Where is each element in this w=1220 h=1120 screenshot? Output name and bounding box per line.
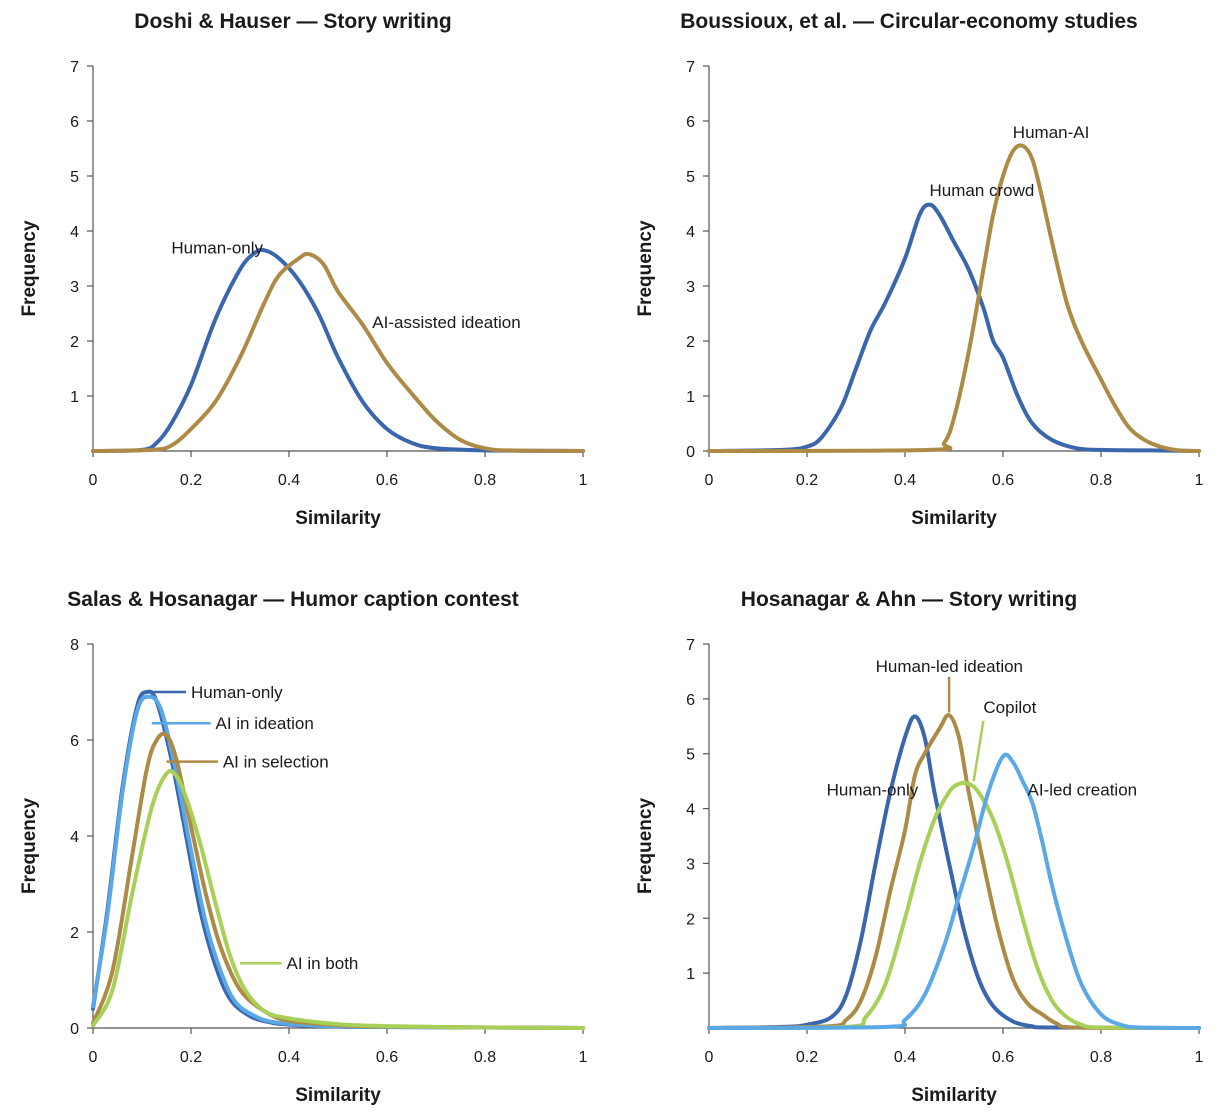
leader-line [972, 720, 985, 782]
series-line-human-only [707, 714, 1201, 1030]
x-tick-label: 0.8 [1090, 1049, 1112, 1066]
series-line-ai-in-ideation [91, 694, 585, 1030]
series-label: Copilot [983, 698, 1036, 717]
x-tick-label: 0 [705, 1049, 714, 1066]
series-label: Human-only [171, 239, 263, 258]
series-label: AI in both [287, 954, 359, 973]
x-tick-label: 0 [89, 472, 98, 489]
chart-title: Doshi & Hauser — Story writing [134, 10, 451, 33]
series-line-ai-assisted-ideation [91, 251, 585, 453]
x-tick-label: 0.6 [992, 472, 1014, 489]
chart-title: Boussioux, et al. — Circular-economy stu… [680, 10, 1137, 33]
series-label: Human-led ideation [876, 657, 1023, 676]
x-tick-label: 1 [579, 1049, 588, 1066]
y-tick-label: 1 [70, 389, 79, 406]
y-tick-label: 8 [70, 637, 79, 654]
x-tick-label: 0.8 [1090, 472, 1112, 489]
series-line-ai-in-selection [91, 731, 585, 1030]
x-tick-label: 0.6 [376, 472, 398, 489]
series-line-human-crowd [707, 202, 1201, 453]
y-tick-label: 7 [70, 59, 79, 76]
y-tick-label: 0 [686, 444, 695, 461]
y-tick-label: 1 [686, 389, 695, 406]
series-label: Human-only [827, 780, 919, 799]
y-tick-label: 6 [686, 114, 695, 131]
chart-title: Salas & Hosanagar — Humor caption contes… [67, 588, 519, 611]
y-axis-label: Frequency [19, 798, 40, 895]
y-tick-label: 2 [686, 911, 695, 928]
x-tick-label: 0.2 [796, 472, 818, 489]
series-line-human-ai [707, 143, 1201, 453]
y-tick-label: 5 [686, 747, 695, 764]
series-label: AI in ideation [216, 714, 314, 733]
chart-title: Hosanagar & Ahn — Story writing [741, 588, 1077, 611]
series-label: Human-AI [1013, 123, 1090, 142]
chart-panel-2: Boussioux, et al. — Circular-economy stu… [635, 10, 1204, 529]
series-line-copilot [707, 780, 1201, 1031]
y-tick-label: 6 [686, 692, 695, 709]
y-tick-label: 4 [70, 829, 79, 846]
x-tick-label: 0.8 [474, 472, 496, 489]
x-tick-label: 0.2 [796, 1049, 818, 1066]
y-tick-label: 2 [686, 334, 695, 351]
x-tick-label: 1 [1195, 1049, 1204, 1066]
x-tick-label: 0.4 [894, 472, 916, 489]
y-tick-label: 4 [686, 224, 695, 241]
x-axis-label: Similarity [295, 508, 381, 529]
y-tick-label: 6 [70, 114, 79, 131]
y-axis-label: Frequency [19, 220, 40, 317]
x-tick-label: 0.6 [992, 1049, 1014, 1066]
x-tick-label: 0.2 [180, 1049, 202, 1066]
x-tick-label: 0.6 [376, 1049, 398, 1066]
x-tick-label: 0 [705, 472, 714, 489]
x-tick-label: 0.4 [278, 472, 300, 489]
series-line-ai-in-both [91, 769, 585, 1030]
series-line-human-only [91, 247, 585, 453]
series-line-ai-led-creation [707, 752, 1201, 1030]
y-tick-label: 5 [686, 169, 695, 186]
y-tick-label: 2 [70, 925, 79, 942]
series-label: Human-only [191, 683, 283, 702]
y-tick-label: 0 [70, 1021, 79, 1038]
series-label: AI-assisted ideation [372, 313, 520, 332]
y-tick-label: 4 [686, 802, 695, 819]
series-label: AI-led creation [1028, 780, 1138, 799]
x-axis-label: Similarity [295, 1085, 381, 1106]
x-tick-label: 0.4 [894, 1049, 916, 1066]
y-tick-label: 5 [70, 169, 79, 186]
chart-panel-1: Doshi & Hauser — Story writing 1 2 3 4 5 6 7 0 0.… [19, 10, 588, 529]
x-tick-label: 0.4 [278, 1049, 300, 1066]
x-axis-label: Similarity [911, 1085, 997, 1106]
y-tick-label: 3 [686, 856, 695, 873]
chart-panel-3: Salas & Hosanagar — Humor caption contes… [19, 588, 588, 1106]
x-tick-label: 0 [89, 1049, 98, 1066]
y-tick-label: 7 [686, 59, 695, 76]
chart-panel-4: Hosanagar & Ahn — Story writing 1 2 3 4 5 6 7 0 0… [635, 588, 1204, 1106]
y-tick-label: 6 [70, 733, 79, 750]
y-tick-label: 2 [70, 334, 79, 351]
x-axis-label: Similarity [911, 508, 997, 529]
series-label: AI in selection [223, 753, 329, 772]
y-tick-label: 4 [70, 224, 79, 241]
y-tick-label: 1 [686, 966, 695, 983]
x-tick-label: 1 [579, 472, 588, 489]
y-tick-label: 3 [70, 279, 79, 296]
x-tick-label: 0.2 [180, 472, 202, 489]
series-line-human-only [91, 689, 585, 1030]
series-line-human-led-ideation [707, 713, 1201, 1030]
series-label: Human crowd [930, 181, 1035, 200]
y-tick-label: 3 [686, 279, 695, 296]
x-tick-label: 1 [1195, 472, 1204, 489]
x-tick-label: 0.8 [474, 1049, 496, 1066]
y-axis-label: Frequency [635, 220, 656, 317]
y-axis-label: Frequency [635, 798, 656, 895]
y-tick-label: 7 [686, 637, 695, 654]
